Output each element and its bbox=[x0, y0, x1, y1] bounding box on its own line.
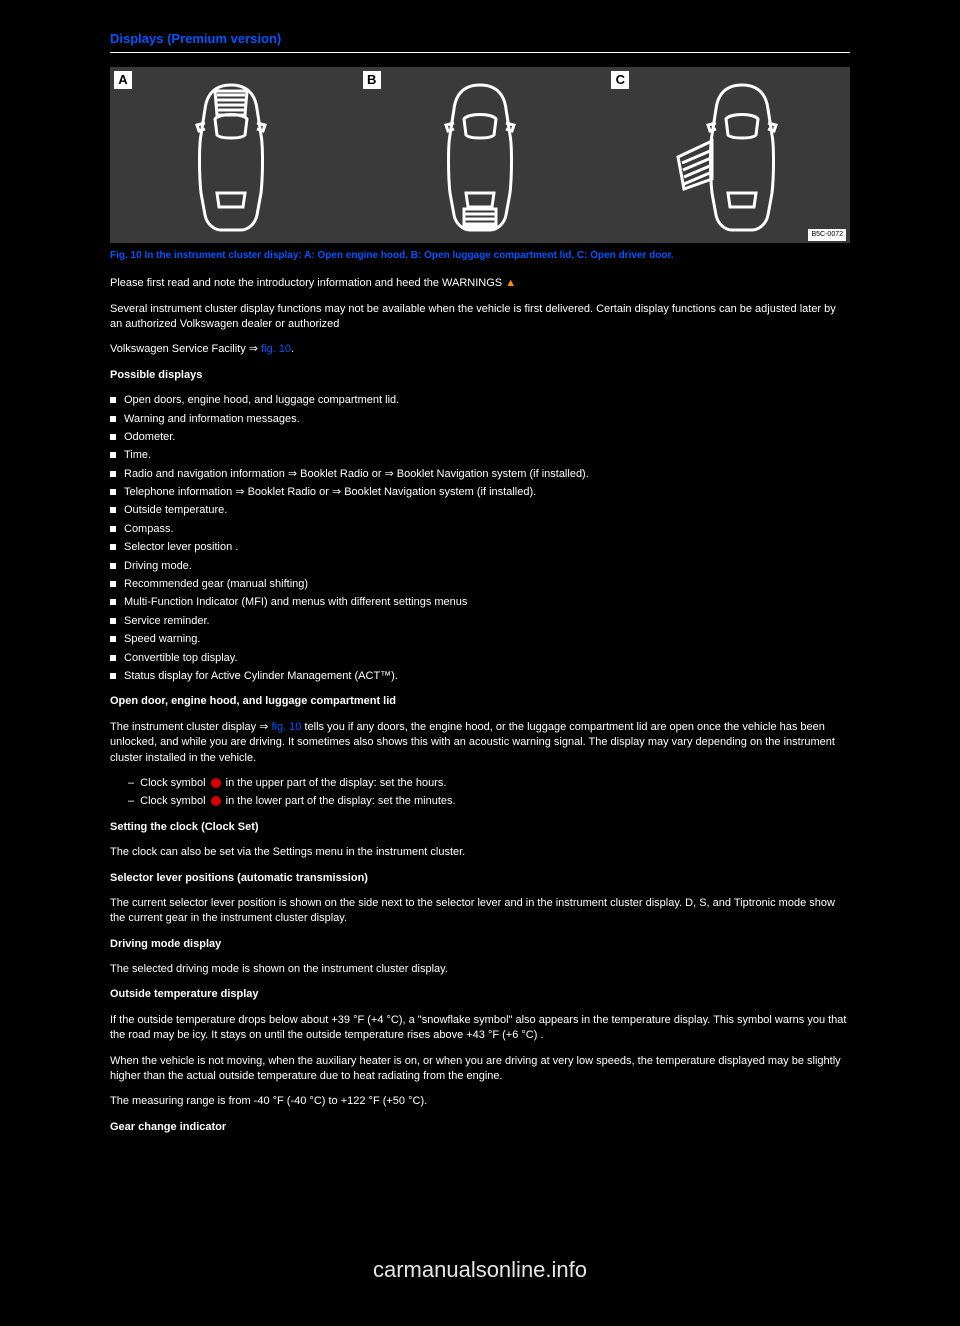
intro-text-1: Please first read and note the introduct… bbox=[110, 277, 505, 289]
figure-caption: Fig. 10 In the instrument cluster displa… bbox=[110, 249, 850, 262]
bullet-icon bbox=[110, 655, 116, 661]
list-item: Open doors, engine hood, and luggage com… bbox=[110, 393, 850, 408]
heading-selector-lever: Selector lever positions (automatic tran… bbox=[110, 871, 850, 886]
list-item: Speed warning. bbox=[110, 632, 850, 647]
heading-gear-indicator: Gear change indicator bbox=[110, 1120, 850, 1135]
bullet-icon bbox=[110, 452, 116, 458]
clock-sub-2: – Clock symbol in the lower part of the … bbox=[128, 794, 850, 809]
clock-sub-1: – Clock symbol in the upper part of the … bbox=[128, 776, 850, 791]
list-item: Outside temperature. bbox=[110, 503, 850, 518]
intro-para-1: Please first read and note the introduct… bbox=[110, 276, 850, 291]
list-item: Recommended gear (manual shifting) bbox=[110, 577, 850, 592]
fig10-link[interactable]: fig. 10 bbox=[271, 721, 301, 733]
outside-temp-para-3: The measuring range is from -40 °F (-40 … bbox=[110, 1094, 850, 1109]
panel-label-b: B bbox=[363, 71, 381, 89]
outside-temp-para-2: When the vehicle is not moving, when the… bbox=[110, 1054, 850, 1085]
bullet-icon bbox=[110, 434, 116, 440]
heading-outside-temp: Outside temperature display bbox=[110, 987, 850, 1002]
bullet-icon bbox=[110, 489, 116, 495]
bullet-icon bbox=[110, 636, 116, 642]
clock-para: The clock can also be set via the Settin… bbox=[110, 845, 850, 860]
bullet-icon bbox=[110, 397, 116, 403]
intro-para-2: Several instrument cluster display funct… bbox=[110, 302, 850, 333]
intro-para-3: Volkswagen Service Facility ⇒ fig. 10. bbox=[110, 342, 850, 357]
fig10-link[interactable]: fig. 10 bbox=[261, 343, 291, 355]
list-item: Driving mode. bbox=[110, 559, 850, 574]
list-item: Telephone information ⇒ Booklet Radio or… bbox=[110, 485, 850, 500]
bullet-icon bbox=[110, 526, 116, 532]
figure-panel-b: B bbox=[359, 67, 602, 243]
heading-open-door: Open door, engine hood, and luggage comp… bbox=[110, 694, 850, 709]
list-item: Status display for Active Cylinder Manag… bbox=[110, 669, 850, 684]
bullet-icon bbox=[110, 507, 116, 513]
car-trunk-open-icon bbox=[420, 75, 540, 235]
bullet-icon bbox=[110, 544, 116, 550]
outside-temp-para-1: If the outside temperature drops below a… bbox=[110, 1013, 850, 1044]
list-item: Convertible top display. bbox=[110, 651, 850, 666]
bullet-icon bbox=[110, 599, 116, 605]
red-dot-icon bbox=[211, 778, 221, 788]
heading-clock-set: Setting the clock (Clock Set) bbox=[110, 820, 850, 835]
red-dot-icon bbox=[211, 796, 221, 806]
bullet-list: Open doors, engine hood, and luggage com… bbox=[110, 393, 850, 684]
intro3-after: . bbox=[291, 343, 294, 355]
selector-para: The current selector lever position is s… bbox=[110, 896, 850, 927]
figure-panels: A bbox=[110, 67, 850, 243]
list-item: Time. bbox=[110, 448, 850, 463]
list-item: Odometer. bbox=[110, 430, 850, 445]
bullet-icon bbox=[110, 673, 116, 679]
open-para: The instrument cluster display ⇒ fig. 10… bbox=[110, 720, 850, 766]
section-title: Displays (Premium version) bbox=[110, 30, 850, 53]
panel-label-c: C bbox=[611, 71, 629, 89]
bullet-icon bbox=[110, 618, 116, 624]
figure-panel-a: A bbox=[110, 67, 353, 243]
dash-icon: – bbox=[128, 776, 134, 791]
warning-icon: ▲ bbox=[505, 277, 516, 289]
heading-possible-displays: Possible displays bbox=[110, 368, 850, 383]
panel-label-a: A bbox=[114, 71, 132, 89]
car-door-open-icon bbox=[664, 75, 794, 235]
list-item: Warning and information messages. bbox=[110, 412, 850, 427]
bullet-icon bbox=[110, 581, 116, 587]
figure-caption-text: In the instrument cluster display: A: Op… bbox=[142, 250, 674, 261]
watermark: carmanualsonline.info bbox=[0, 1255, 960, 1286]
figure-panel-c: C B5C-0072 bbox=[607, 67, 850, 243]
bullet-icon bbox=[110, 416, 116, 422]
driving-mode-para: The selected driving mode is shown on th… bbox=[110, 962, 850, 977]
bullet-icon bbox=[110, 563, 116, 569]
intro3-before: Volkswagen Service Facility ⇒ bbox=[110, 343, 261, 355]
list-item: Selector lever position . bbox=[110, 540, 850, 555]
list-item: Service reminder. bbox=[110, 614, 850, 629]
figure-ref: Fig. 10 bbox=[110, 250, 142, 261]
figure-id-tag: B5C-0072 bbox=[808, 229, 846, 241]
heading-driving-mode: Driving mode display bbox=[110, 937, 850, 952]
bullet-icon bbox=[110, 471, 116, 477]
list-item: Multi-Function Indicator (MFI) and menus… bbox=[110, 595, 850, 610]
dash-icon: – bbox=[128, 794, 134, 809]
car-hood-open-icon bbox=[171, 75, 291, 235]
list-item: Compass. bbox=[110, 522, 850, 537]
list-item: Radio and navigation information ⇒ Bookl… bbox=[110, 467, 850, 482]
